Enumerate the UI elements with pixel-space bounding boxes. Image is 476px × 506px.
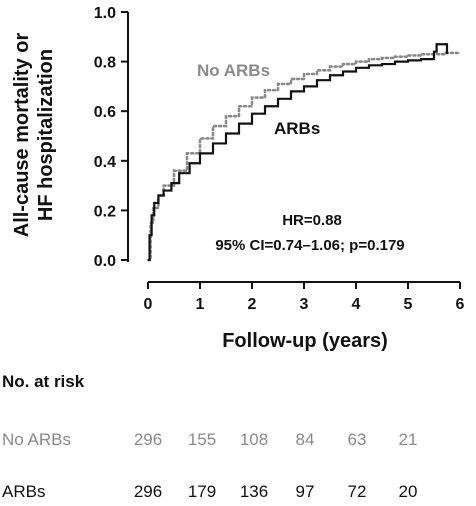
x-tick-label: 2 bbox=[248, 296, 257, 313]
risk-table-title: No. at risk bbox=[2, 372, 85, 391]
risk-cell: 84 bbox=[295, 430, 315, 449]
risk-cell: 20 bbox=[398, 482, 418, 501]
x-tick-label: 0 bbox=[144, 296, 153, 313]
x-axis-label: Follow-up (years) bbox=[222, 330, 388, 352]
hazard-ratio-annotation: HR=0.88 bbox=[282, 212, 342, 229]
risk-cell: 296 bbox=[133, 482, 163, 501]
series-label-arbs: ARBs bbox=[274, 119, 320, 138]
y-tick-label: 0.0 bbox=[94, 253, 116, 270]
y-tick-label: 0.8 bbox=[94, 55, 116, 72]
risk-cell: 63 bbox=[347, 430, 367, 449]
risk-row-arbs: ARBs 296 179 136 97 72 20 bbox=[0, 482, 476, 506]
y-tick-label: 0.2 bbox=[94, 203, 116, 220]
risk-cell: 108 bbox=[239, 430, 269, 449]
y-ticks: 0.0 0.2 0.4 0.6 0.8 1.0 bbox=[94, 5, 128, 270]
y-axis-label-line-1: All-cause mortality or bbox=[11, 33, 33, 238]
series-line-arbs bbox=[148, 43, 449, 262]
y-tick-label: 0.6 bbox=[94, 104, 116, 121]
confidence-interval-annotation: 95% CI=0.74–1.06; p=0.179 bbox=[215, 237, 404, 254]
series-label-no-arbs: No ARBs bbox=[197, 61, 270, 80]
risk-row-label: ARBs bbox=[2, 482, 46, 501]
risk-row-label: No ARBs bbox=[2, 430, 71, 449]
risk-row-no-arbs: No ARBs 296 155 108 84 63 21 bbox=[0, 430, 476, 454]
x-tick-label: 3 bbox=[300, 296, 309, 313]
x-tick-label: 5 bbox=[404, 296, 413, 313]
x-tick-label: 1 bbox=[196, 296, 205, 313]
risk-cell: 179 bbox=[187, 482, 217, 501]
y-tick-label: 1.0 bbox=[94, 5, 116, 22]
series-layer bbox=[146, 43, 462, 262]
risk-cell: 296 bbox=[133, 430, 163, 449]
x-tick-label: 4 bbox=[352, 296, 361, 313]
risk-cell: 21 bbox=[398, 430, 418, 449]
risk-cell: 97 bbox=[295, 482, 315, 501]
y-tick-label: 0.4 bbox=[94, 154, 116, 171]
x-ticks: 0 1 2 3 4 5 6 bbox=[144, 282, 465, 313]
risk-cell: 155 bbox=[187, 430, 217, 449]
chart-axes: 0.0 0.2 0.4 0.6 0.8 1.0 0 1 2 3 4 5 6 bbox=[94, 5, 465, 313]
km-chart: 0.0 0.2 0.4 0.6 0.8 1.0 0 1 2 3 4 5 6 All-cause mor… bbox=[11, 5, 465, 352]
risk-cell: 72 bbox=[347, 482, 367, 501]
y-axis-label-line-2: HF hospitalization bbox=[35, 49, 57, 221]
x-tick-label: 6 bbox=[456, 296, 465, 313]
risk-cell: 136 bbox=[239, 482, 269, 501]
